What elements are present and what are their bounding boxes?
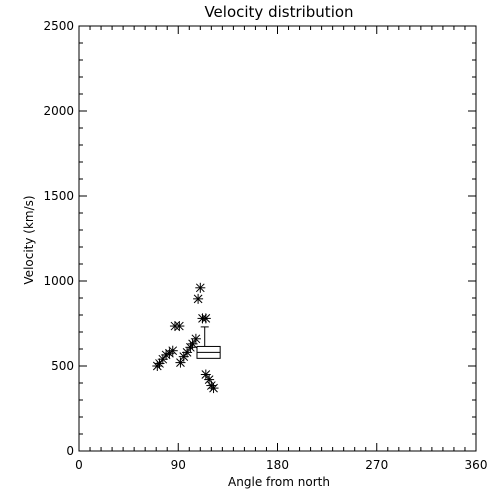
data-point-stroke <box>174 321 184 331</box>
data-point-stroke <box>179 352 189 362</box>
x-axis-label: Angle from north <box>228 475 330 489</box>
data-point-stroke <box>201 314 211 323</box>
data-point <box>193 293 204 304</box>
x-tick-label: 360 <box>465 458 488 472</box>
data-point-stroke <box>195 283 205 293</box>
data-point-stroke <box>168 346 178 356</box>
data-point <box>200 313 211 324</box>
data-point-stroke <box>201 370 211 379</box>
chart-title: Velocity distribution <box>204 3 353 21</box>
data-point-stroke <box>191 334 201 344</box>
data-point-stroke <box>155 359 164 368</box>
y-axis-label: Velocity (km/s) <box>22 195 36 284</box>
y-tick-label: 0 <box>66 444 74 458</box>
data-point <box>200 369 211 380</box>
data-point-stroke <box>188 339 197 349</box>
scatter-points <box>152 282 219 394</box>
boxplot <box>196 326 221 359</box>
y-tick-label: 2000 <box>43 104 74 118</box>
y-tick-label: 1000 <box>43 274 74 288</box>
data-point <box>167 345 178 356</box>
plot-frame <box>78 25 477 452</box>
plot-border <box>78 25 477 452</box>
data-point-stroke <box>193 294 203 304</box>
data-point-stroke <box>209 383 218 393</box>
data-point <box>174 321 185 332</box>
x-tick-label: 180 <box>266 458 289 472</box>
data-point-stroke <box>204 375 214 384</box>
y-tick-label: 2500 <box>43 19 74 33</box>
data-point-stroke <box>182 348 192 357</box>
y-tick-label: 500 <box>51 359 74 373</box>
data-point <box>182 347 193 358</box>
data-point <box>175 357 186 368</box>
x-tick-label: 0 <box>75 458 83 472</box>
data-point <box>195 282 206 293</box>
data-point <box>187 338 198 349</box>
y-tick-label: 1500 <box>43 189 74 203</box>
data-point <box>190 333 201 344</box>
data-point-stroke <box>176 358 185 367</box>
x-tick-label: 90 <box>171 458 186 472</box>
data-point <box>208 383 219 394</box>
tick-labels: 0 90 180 270 360 0 500 1000 1500 2000 2500 <box>43 19 487 472</box>
axis-ticks <box>78 25 477 452</box>
x-tick-label: 270 <box>365 458 388 472</box>
